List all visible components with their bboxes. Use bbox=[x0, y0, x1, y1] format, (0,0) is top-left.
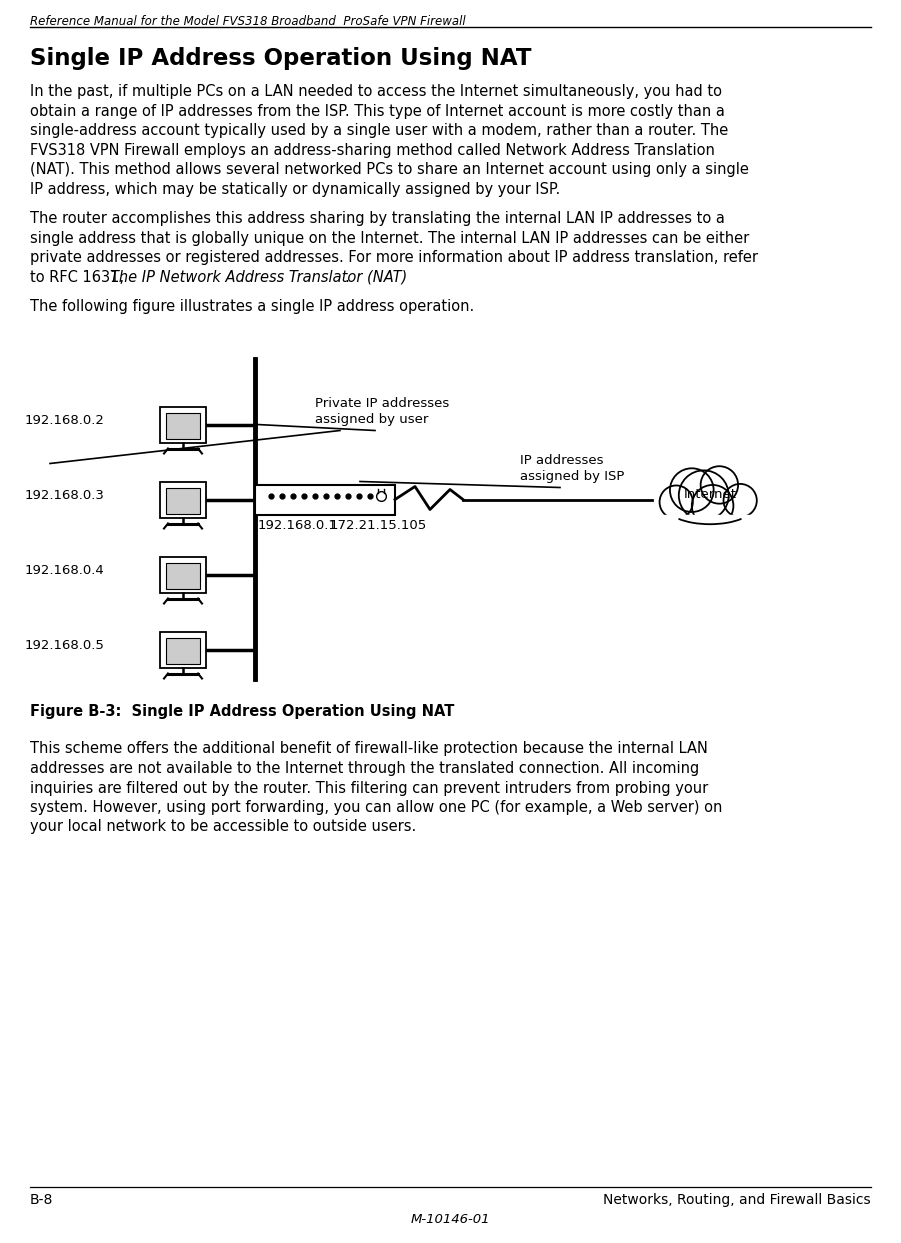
FancyBboxPatch shape bbox=[160, 406, 206, 443]
Text: This scheme offers the additional benefit of firewall-like protection because th: This scheme offers the additional benefi… bbox=[30, 742, 708, 757]
Text: Internet: Internet bbox=[684, 488, 736, 501]
Circle shape bbox=[670, 469, 714, 512]
FancyBboxPatch shape bbox=[166, 487, 200, 513]
Text: single-address account typically used by a single user with a modem, rather than: single-address account typically used by… bbox=[30, 123, 728, 138]
Circle shape bbox=[692, 485, 733, 527]
FancyBboxPatch shape bbox=[166, 638, 200, 664]
Text: IP address, which may be statically or dynamically assigned by your ISP.: IP address, which may be statically or d… bbox=[30, 181, 560, 196]
Text: Reference Manual for the Model FVS318 Broadband  ProSafe VPN Firewall: Reference Manual for the Model FVS318 Br… bbox=[30, 15, 466, 29]
Text: to RFC 1631,: to RFC 1631, bbox=[30, 270, 129, 285]
Text: single address that is globally unique on the Internet. The internal LAN IP addr: single address that is globally unique o… bbox=[30, 230, 750, 246]
Bar bbox=[653, 515, 767, 543]
Text: addresses are not available to the Internet through the translated connection. A: addresses are not available to the Inter… bbox=[30, 761, 699, 776]
Text: system. However, using port forwarding, you can allow one PC (for example, a Web: system. However, using port forwarding, … bbox=[30, 800, 723, 815]
Text: The IP Network Address Translator (NAT): The IP Network Address Translator (NAT) bbox=[110, 270, 407, 285]
Text: Networks, Routing, and Firewall Basics: Networks, Routing, and Firewall Basics bbox=[604, 1193, 871, 1207]
Text: 192.168.0.5: 192.168.0.5 bbox=[25, 639, 105, 653]
Text: assigned by user: assigned by user bbox=[315, 413, 428, 425]
Text: FVS318 VPN Firewall employs an address-sharing method called Network Address Tra: FVS318 VPN Firewall employs an address-s… bbox=[30, 143, 714, 158]
Text: private addresses or registered addresses. For more information about IP address: private addresses or registered addresse… bbox=[30, 250, 758, 265]
Text: M-10146-01: M-10146-01 bbox=[410, 1213, 490, 1226]
Text: (NAT). This method allows several networked PCs to share an Internet account usi: (NAT). This method allows several networ… bbox=[30, 162, 749, 177]
Text: Private IP addresses: Private IP addresses bbox=[315, 397, 450, 409]
Text: The router accomplishes this address sharing by translating the internal LAN IP : The router accomplishes this address sha… bbox=[30, 211, 725, 226]
FancyBboxPatch shape bbox=[166, 413, 200, 439]
Text: obtain a range of IP addresses from the ISP. This type of Internet account is mo: obtain a range of IP addresses from the … bbox=[30, 103, 725, 118]
FancyBboxPatch shape bbox=[160, 481, 206, 517]
FancyBboxPatch shape bbox=[255, 485, 395, 515]
FancyBboxPatch shape bbox=[166, 563, 200, 588]
Text: 192.168.0.3: 192.168.0.3 bbox=[25, 488, 105, 502]
Text: your local network to be accessible to outside users.: your local network to be accessible to o… bbox=[30, 819, 416, 834]
Text: assigned by ISP: assigned by ISP bbox=[520, 470, 624, 482]
Text: B-8: B-8 bbox=[30, 1193, 53, 1207]
Circle shape bbox=[701, 466, 738, 503]
Text: Figure B-3:  Single IP Address Operation Using NAT: Figure B-3: Single IP Address Operation … bbox=[30, 704, 454, 718]
Text: Single IP Address Operation Using NAT: Single IP Address Operation Using NAT bbox=[30, 47, 532, 70]
Text: The following figure illustrates a single IP address operation.: The following figure illustrates a singl… bbox=[30, 300, 474, 314]
FancyBboxPatch shape bbox=[160, 631, 206, 667]
Circle shape bbox=[724, 484, 757, 517]
Circle shape bbox=[678, 470, 729, 521]
FancyBboxPatch shape bbox=[160, 557, 206, 593]
Text: 192.168.0.2: 192.168.0.2 bbox=[25, 414, 105, 428]
Circle shape bbox=[660, 486, 693, 518]
Text: In the past, if multiple PCs on a LAN needed to access the Internet simultaneous: In the past, if multiple PCs on a LAN ne… bbox=[30, 85, 722, 99]
Text: .: . bbox=[344, 270, 349, 285]
Text: 172.21.15.105: 172.21.15.105 bbox=[330, 518, 427, 532]
Text: inquiries are filtered out by the router. This filtering can prevent intruders f: inquiries are filtered out by the router… bbox=[30, 781, 708, 796]
Text: IP addresses: IP addresses bbox=[520, 454, 604, 466]
Text: 192.168.0.4: 192.168.0.4 bbox=[25, 564, 105, 577]
Text: 192.168.0.1: 192.168.0.1 bbox=[258, 518, 338, 532]
Circle shape bbox=[672, 462, 748, 537]
